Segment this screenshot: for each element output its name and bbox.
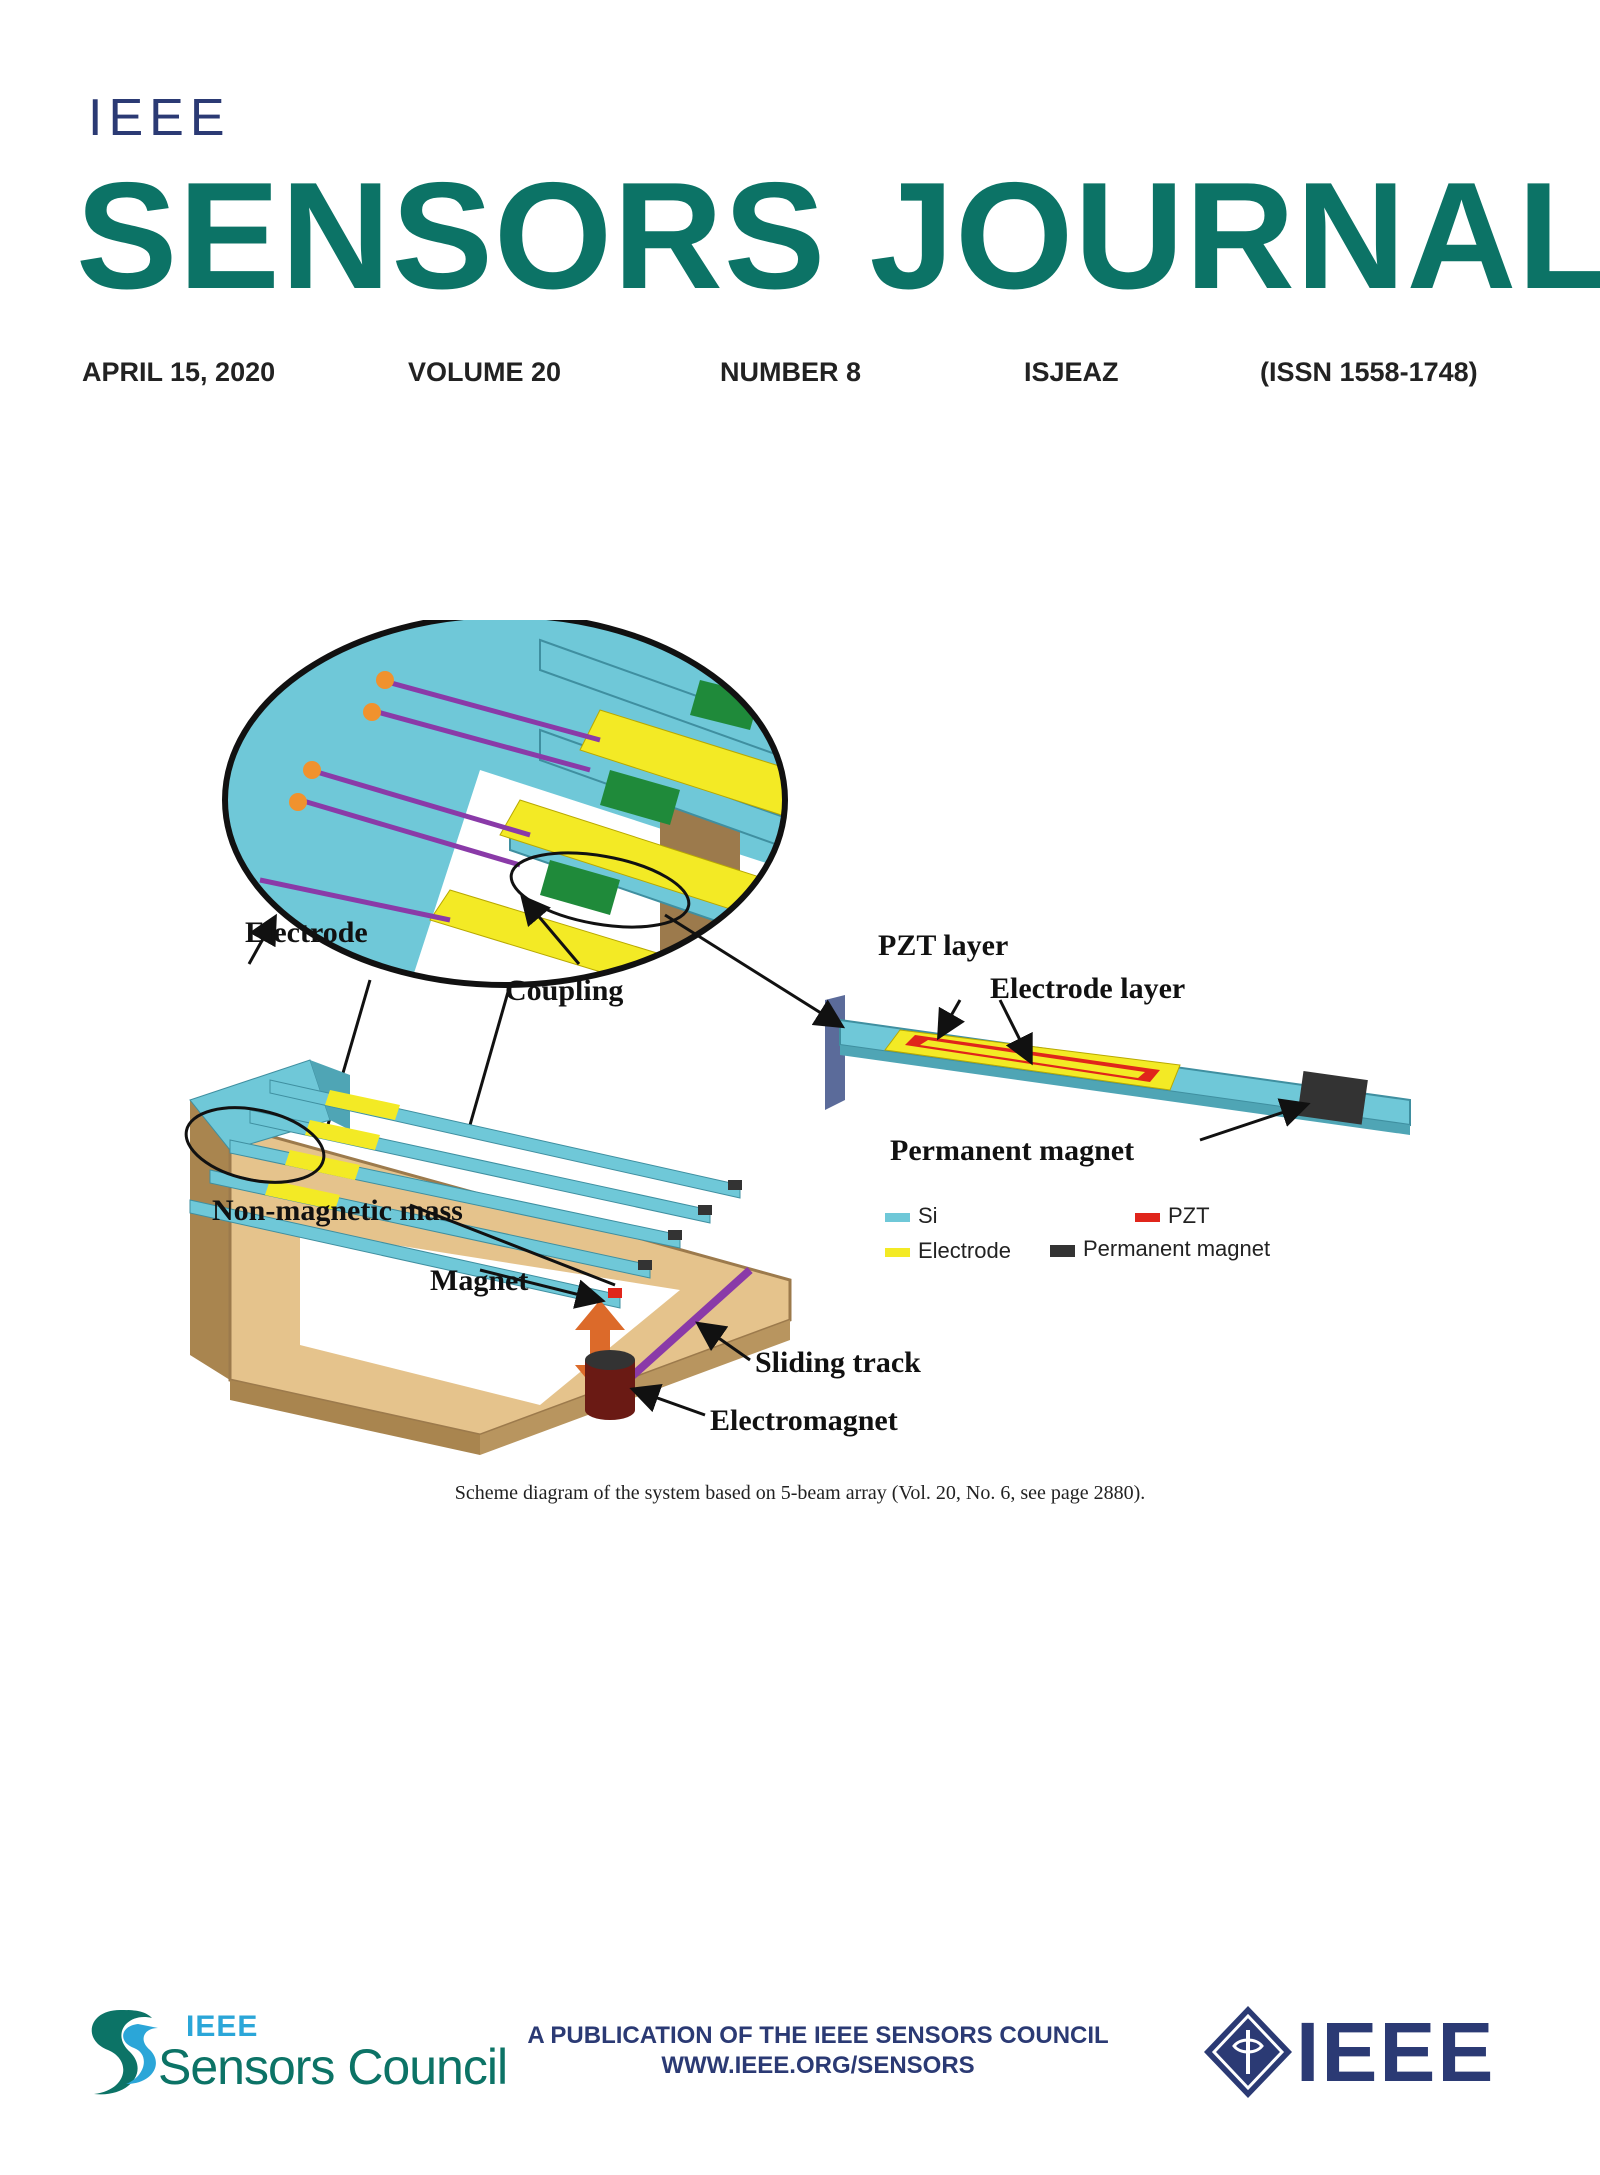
sensors-council-logo (91, 2010, 158, 2095)
figure-caption: Scheme diagram of the system based on 5-… (454, 1482, 1146, 1504)
magnified-view (222, 620, 788, 988)
issn: (ISSN 1558-1748) (1260, 357, 1478, 387)
legend-permanent-magnet: Permanent magnet (1083, 1236, 1270, 1261)
journal-code: ISJEAZ (1024, 357, 1119, 387)
ieee-wordmark: IEEE (1296, 2005, 1496, 2099)
issue-volume: VOLUME 20 (408, 357, 562, 387)
legend-swatch-permanent-magnet (1050, 1245, 1075, 1257)
council-ieee-label: IEEE (186, 2010, 259, 2043)
beam-array (184, 1079, 742, 1309)
permanent-magnet-block (1297, 1071, 1368, 1125)
electrode-pad (363, 703, 381, 721)
issue-date: APRIL 15, 2020 (82, 357, 276, 387)
ieee-diamond-logo (1204, 2006, 1292, 2098)
council-name: Sensors Council (158, 2039, 508, 2095)
cover-figure: Electrode Coupling PZT layer Electrode l… (184, 620, 1411, 1455)
figure-legend: Si PZT Electrode Permanent magnet (885, 1203, 1270, 1263)
label-electromagnet: Electromagnet (710, 1404, 898, 1437)
legend-electrode: Electrode (918, 1238, 1011, 1263)
legend-swatch-electrode (885, 1248, 910, 1257)
label-magnet: Magnet (430, 1264, 528, 1297)
issue-number: NUMBER 8 (720, 357, 862, 387)
website-url[interactable]: WWW.IEEE.ORG/SENSORS (661, 2052, 975, 2079)
council-swirl-icon (91, 2010, 152, 2095)
electrode-pad (303, 761, 321, 779)
label-coupling: Coupling (505, 974, 623, 1007)
label-permanent-magnet: Permanent magnet (890, 1134, 1134, 1167)
coupling-block (600, 770, 680, 825)
publication-line: A PUBLICATION OF THE IEEE SENSORS COUNCI… (527, 2022, 1109, 2049)
legend-pzt: PZT (1168, 1203, 1210, 1228)
coupling-block (540, 860, 620, 915)
electromagnet-coil (585, 1350, 635, 1420)
label-electrode: Electrode (245, 916, 368, 949)
legend-swatch-pzt (1135, 1213, 1160, 1222)
journal-title: SENSORS JOURNAL (76, 151, 1600, 321)
electrode-pad (376, 671, 394, 689)
label-electrode-layer: Electrode layer (990, 972, 1185, 1005)
beam-detail (825, 995, 1411, 1135)
electrode-pad (289, 793, 307, 811)
legend-swatch-si (885, 1213, 910, 1222)
label-pzt-layer: PZT layer (878, 929, 1008, 962)
label-sliding-track: Sliding track (755, 1346, 921, 1379)
masthead-brand: IEEE (88, 89, 231, 147)
label-non-magnetic-mass: Non-magnetic mass (212, 1194, 463, 1227)
legend-si: Si (918, 1203, 938, 1228)
